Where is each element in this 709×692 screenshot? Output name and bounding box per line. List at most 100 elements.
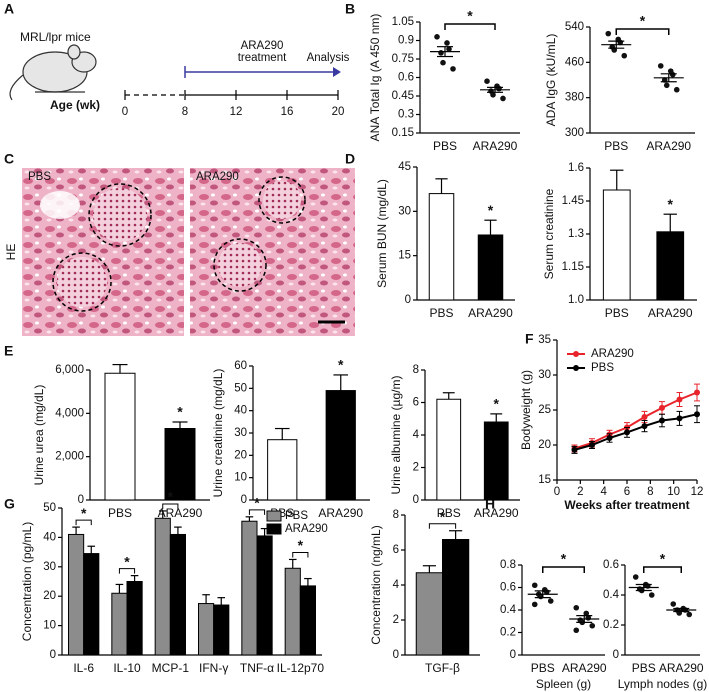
- timeline-subject: MRL/lpr mice: [20, 30, 91, 44]
- x-tick-label: 4: [600, 486, 607, 498]
- treatment-arrow: [333, 67, 341, 77]
- image-label: ARA290: [196, 171, 239, 183]
- point: [496, 85, 502, 92]
- treatment-label: ARA290: [241, 40, 284, 52]
- x-tick-label: IL-6: [73, 661, 94, 675]
- bar: [169, 533, 186, 656]
- y-tick-label: 0.9: [398, 35, 414, 47]
- x-tick-label: 10: [667, 486, 680, 498]
- y-tick-label: 20: [234, 449, 247, 461]
- significance-bracket: [162, 503, 179, 509]
- y-tick-label: 15: [398, 250, 411, 262]
- significance: *: [298, 537, 304, 553]
- panel-label: D: [345, 151, 355, 167]
- point: [589, 442, 595, 448]
- significance-bracket: [615, 28, 670, 35]
- y-tick-label: 0: [50, 649, 56, 661]
- y-tick-label: 0.3: [398, 109, 414, 121]
- point: [694, 411, 700, 418]
- y-tick-label: 30: [234, 427, 247, 439]
- significance-bracket: [75, 519, 92, 526]
- y-tick-label: 25: [538, 404, 551, 416]
- y-axis-title: Urine creatinine (mg/dL): [211, 369, 225, 498]
- analysis-label: Analysis: [307, 52, 350, 64]
- x-tick-label: 6: [624, 486, 630, 498]
- point: [648, 592, 655, 598]
- x-axis-title: Weeks after treatment: [564, 498, 689, 512]
- bar: [415, 572, 443, 656]
- significance: *: [467, 8, 473, 24]
- bar: [213, 604, 230, 656]
- y-tick-label: 6: [393, 544, 399, 556]
- y-tick-label: 1.3: [568, 228, 584, 240]
- bar: [656, 231, 685, 301]
- y-tick-label: 2,000: [55, 451, 84, 463]
- point: [531, 601, 538, 608]
- x-tick-label: ARA290: [646, 139, 691, 153]
- bar: [154, 517, 171, 656]
- significance: *: [177, 404, 183, 420]
- significance-bracket: [292, 551, 309, 558]
- x-tick-label: TNF-α: [240, 661, 274, 675]
- y-tick-label: 4: [393, 579, 400, 591]
- y-tick-label: 0.2: [500, 627, 516, 639]
- significance: *: [640, 13, 646, 29]
- bar: [104, 372, 136, 501]
- y-tick-label: 380: [565, 92, 584, 104]
- timeline-tick-label: 8: [182, 106, 188, 118]
- panel-label: H: [485, 496, 495, 512]
- y-tick-label: 1.45: [562, 195, 584, 207]
- bar: [428, 193, 455, 301]
- y-tick-label: 1.05: [392, 16, 414, 28]
- y-tick-label: 0.6: [500, 582, 516, 594]
- y-tick-label: 20: [43, 590, 56, 602]
- y-axis-title: ADA IgG (kU/mL): [544, 34, 558, 127]
- y-tick-label: 40: [234, 405, 247, 417]
- point: [605, 30, 612, 37]
- x-tick-label: PBS: [429, 306, 453, 320]
- x-axis-title: Lymph nodes (g): [618, 677, 708, 691]
- point: [669, 71, 676, 78]
- legend-label: ARA290: [285, 523, 328, 535]
- y-tick-label: 2: [413, 462, 419, 474]
- bar: [436, 398, 462, 501]
- bar: [267, 439, 298, 501]
- y-axis-title: Serum creatinine: [542, 188, 556, 279]
- timeline-axis-label: Age (wk): [50, 98, 100, 112]
- y-tick-label: 15: [538, 474, 551, 486]
- timeline-tick-label: 0: [122, 106, 128, 118]
- y-tick-label: 1.0: [568, 294, 584, 306]
- y-tick-label: 50: [234, 382, 247, 394]
- x-tick-label: MCP-1: [152, 661, 190, 675]
- y-tick-label: 0: [241, 494, 247, 506]
- y-tick-label: 0.2: [603, 619, 619, 631]
- x-tick-label: PBS: [108, 506, 132, 520]
- point: [657, 63, 664, 69]
- y-tick-label: 460: [565, 56, 584, 68]
- treatment-label: treatment: [238, 52, 287, 64]
- y-tick-label: 30: [43, 561, 56, 573]
- bar: [483, 421, 509, 501]
- y-tick-label: 0: [413, 494, 419, 506]
- y-axis-title: Concentration (pg/mL): [20, 522, 34, 641]
- histology-image: [22, 168, 184, 336]
- x-tick-label: ARA290: [474, 506, 519, 520]
- point: [641, 414, 648, 420]
- point: [624, 429, 630, 436]
- legend-label: PBS: [591, 362, 614, 374]
- panel-label: C: [4, 151, 14, 167]
- x-tick-label: PBS: [604, 139, 628, 153]
- y-axis-title: Urine albumine (µg/m): [389, 376, 403, 495]
- y-tick-label: 60: [234, 360, 247, 372]
- legend-label: ARA290: [591, 348, 634, 360]
- x-tick-label: ARA290: [468, 306, 513, 320]
- y-tick-label: 1.15: [562, 261, 584, 273]
- bar: [477, 234, 504, 301]
- x-tick-label: PBS: [437, 506, 461, 520]
- x-tick-label: TGF-β: [425, 661, 460, 675]
- x-tick-label: 2: [577, 486, 583, 498]
- y-axis-title: Bodyweight (g): [519, 370, 533, 450]
- y-tick-label: 0: [78, 494, 84, 506]
- point: [484, 78, 490, 84]
